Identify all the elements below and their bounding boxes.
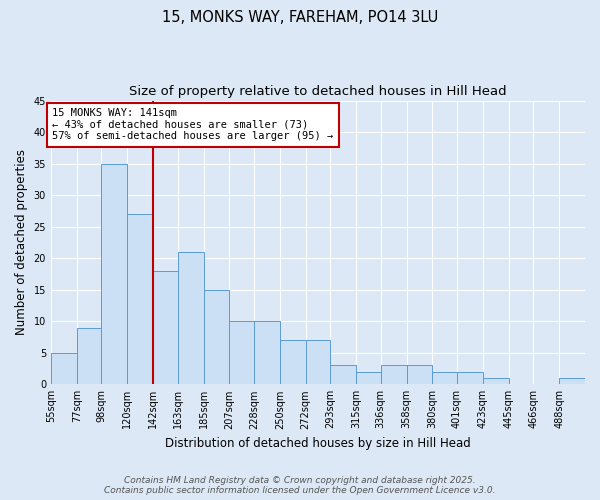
- Title: Size of property relative to detached houses in Hill Head: Size of property relative to detached ho…: [129, 85, 507, 98]
- Bar: [280, 340, 305, 384]
- Bar: [407, 366, 433, 384]
- Text: 15, MONKS WAY, FAREHAM, PO14 3LU: 15, MONKS WAY, FAREHAM, PO14 3LU: [162, 10, 438, 25]
- X-axis label: Distribution of detached houses by size in Hill Head: Distribution of detached houses by size …: [165, 437, 471, 450]
- Bar: [433, 372, 457, 384]
- Bar: [178, 252, 203, 384]
- Bar: [127, 214, 153, 384]
- Bar: [153, 271, 178, 384]
- Bar: [356, 372, 381, 384]
- Text: 15 MONKS WAY: 141sqm
← 43% of detached houses are smaller (73)
57% of semi-detac: 15 MONKS WAY: 141sqm ← 43% of detached h…: [52, 108, 334, 142]
- Bar: [77, 328, 101, 384]
- Bar: [330, 366, 356, 384]
- Bar: [305, 340, 330, 384]
- Bar: [254, 322, 280, 384]
- Bar: [483, 378, 509, 384]
- Bar: [203, 290, 229, 384]
- Bar: [51, 353, 77, 384]
- Bar: [381, 366, 407, 384]
- Text: Contains HM Land Registry data © Crown copyright and database right 2025.
Contai: Contains HM Land Registry data © Crown c…: [104, 476, 496, 495]
- Bar: [559, 378, 585, 384]
- Bar: [457, 372, 483, 384]
- Bar: [229, 322, 254, 384]
- Y-axis label: Number of detached properties: Number of detached properties: [15, 150, 28, 336]
- Bar: [101, 164, 127, 384]
